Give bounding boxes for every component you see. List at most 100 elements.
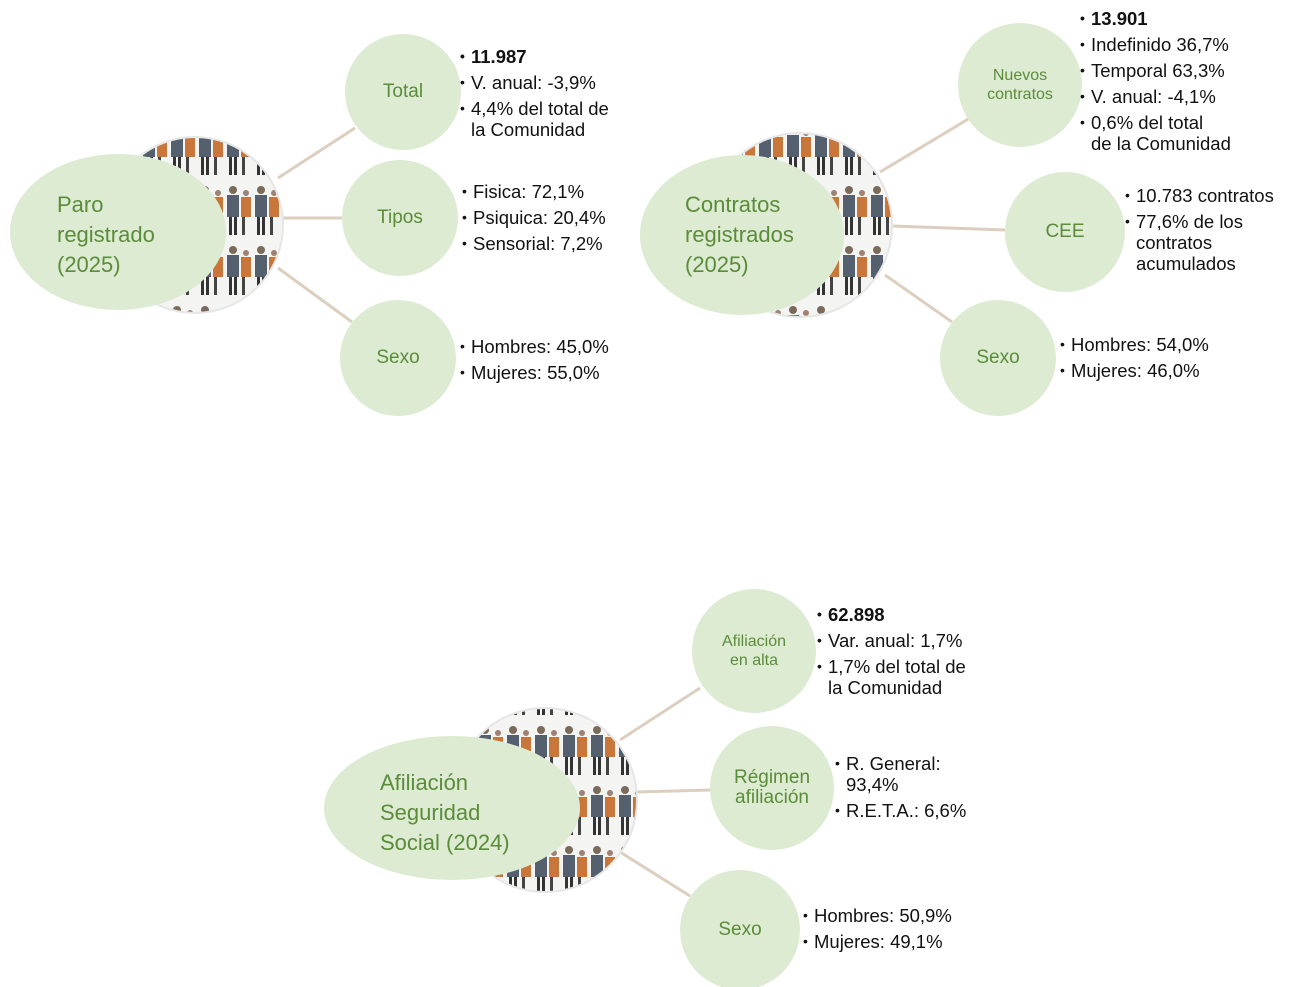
item-line: V. anual: -4,1% — [1091, 86, 1216, 107]
item-line: 62.898 — [828, 604, 885, 625]
item-line: la Comunidad — [471, 119, 586, 140]
item-line: contratos — [1136, 232, 1213, 253]
connector — [277, 126, 356, 180]
branch-label: CEE — [1045, 222, 1084, 242]
label-line: en alta — [729, 652, 779, 669]
branch-circle — [1005, 172, 1125, 292]
item: Fisica: 72,1% — [462, 181, 606, 202]
item-line: 93,4% — [846, 774, 899, 795]
branch-circle — [958, 23, 1082, 147]
label-line: CEE — [1045, 221, 1085, 242]
title-ellipse — [640, 155, 844, 315]
item-list: Hombres: 50,9% Mujeres: 49,1% — [803, 905, 952, 957]
item: 62.898 — [817, 604, 966, 625]
item-line: 13.901 — [1091, 8, 1148, 29]
item: Sensorial: 7,2% — [462, 233, 606, 254]
connector — [277, 266, 353, 324]
title-ellipse — [10, 154, 226, 310]
item: Indefinido 36,7% — [1080, 34, 1231, 55]
item: Mujeres: 46,0% — [1060, 360, 1209, 381]
title-line: Paro — [57, 192, 104, 217]
branch-circle — [692, 589, 816, 713]
title-line: Social (2024) — [380, 830, 510, 855]
label-line: Régimen — [733, 767, 811, 788]
label-line: Total — [382, 81, 424, 102]
branch-circle — [340, 300, 456, 416]
group-title: Afiliación Seguridad Social (2024) — [380, 768, 510, 858]
connector — [619, 686, 701, 742]
title-line: (2025) — [685, 252, 749, 277]
label-line: Sexo — [718, 919, 762, 940]
branch-circle — [342, 160, 458, 276]
branch-circle — [940, 300, 1056, 416]
item-line: V. anual: -3,9% — [471, 72, 596, 93]
branch-label: Total — [383, 82, 423, 102]
item-line: de la Comunidad — [1091, 133, 1231, 154]
label-line: contratos — [987, 86, 1053, 103]
item-line: Psiquica: 20,4% — [473, 207, 606, 228]
label-line: Sexo — [376, 347, 420, 368]
item: Hombres: 54,0% — [1060, 334, 1209, 355]
item-line: R. General: — [846, 753, 941, 774]
item: R. General:93,4% — [835, 753, 966, 795]
branch-label: Tipos — [377, 208, 423, 228]
item: V. anual: -4,1% — [1080, 86, 1231, 107]
item-line: Mujeres: 55,0% — [471, 362, 600, 383]
item-line: Fisica: 72,1% — [473, 181, 585, 202]
item-list: R. General:93,4% R.E.T.A.: 6,6% — [835, 753, 966, 826]
title-line: Seguridad — [380, 800, 481, 825]
item: Temporal 63,3% — [1080, 60, 1231, 81]
branch-circle — [680, 870, 800, 987]
title-line: registrados — [685, 222, 794, 247]
group-title: Paro registrado (2025) — [57, 190, 155, 280]
title-line: Contratos — [685, 192, 781, 217]
item: Var. anual: 1,7% — [817, 630, 966, 651]
item-line: 0,6% del total — [1091, 112, 1204, 133]
connector — [879, 116, 971, 174]
item-list: Hombres: 45,0% Mujeres: 55,0% — [460, 336, 609, 388]
item-line: 1,7% del total de — [828, 656, 966, 677]
item-line: Sensorial: 7,2% — [473, 233, 603, 254]
branch-circle — [345, 34, 461, 150]
branch-label: Sexo — [976, 348, 1019, 368]
item: 11.987 — [460, 46, 609, 67]
label-line: Nuevos — [992, 67, 1048, 84]
item: Psiquica: 20,4% — [462, 207, 606, 228]
item: R.E.T.A.: 6,6% — [835, 800, 966, 821]
branch-label: Régimen afiliación — [734, 768, 810, 808]
item-line: 11.987 — [471, 46, 527, 67]
title-line: registrado — [57, 222, 155, 247]
item-list: Hombres: 54,0% Mujeres: 46,0% — [1060, 334, 1209, 386]
connector — [891, 224, 1006, 232]
connector — [619, 850, 691, 898]
label-line: afiliación — [735, 787, 809, 808]
item-line: Hombres: 45,0% — [471, 336, 609, 357]
branch-label: Nuevos contratos — [987, 66, 1053, 104]
item-list: 11.987 V. anual: -3,9% 4,4% del total dela… — [460, 46, 609, 145]
item-line: 4,4% del total de — [471, 98, 609, 119]
item: Mujeres: 49,1% — [803, 931, 952, 952]
item-list: 13.901 Indefinido 36,7% Temporal 63,3% V. a… — [1080, 8, 1231, 159]
item-line: la Comunidad — [828, 677, 943, 698]
title-ellipse — [324, 736, 580, 880]
item-list: Fisica: 72,1% Psiquica: 20,4% Sensorial: 7… — [462, 181, 606, 259]
label-line: Afiliación — [721, 633, 787, 650]
connector — [636, 788, 711, 794]
item: 13.901 — [1080, 8, 1231, 29]
item: Hombres: 50,9% — [803, 905, 952, 926]
item-line: Var. anual: 1,7% — [828, 630, 963, 651]
branch-label: Sexo — [376, 348, 419, 368]
title-line: Afiliación — [380, 770, 469, 795]
item: V. anual: -3,9% — [460, 72, 609, 93]
branch-label: Sexo — [718, 920, 761, 940]
connector — [884, 273, 953, 324]
branch-circle — [710, 726, 834, 850]
label-line: Sexo — [976, 347, 1020, 368]
item-line: Hombres: 50,9% — [814, 905, 952, 926]
